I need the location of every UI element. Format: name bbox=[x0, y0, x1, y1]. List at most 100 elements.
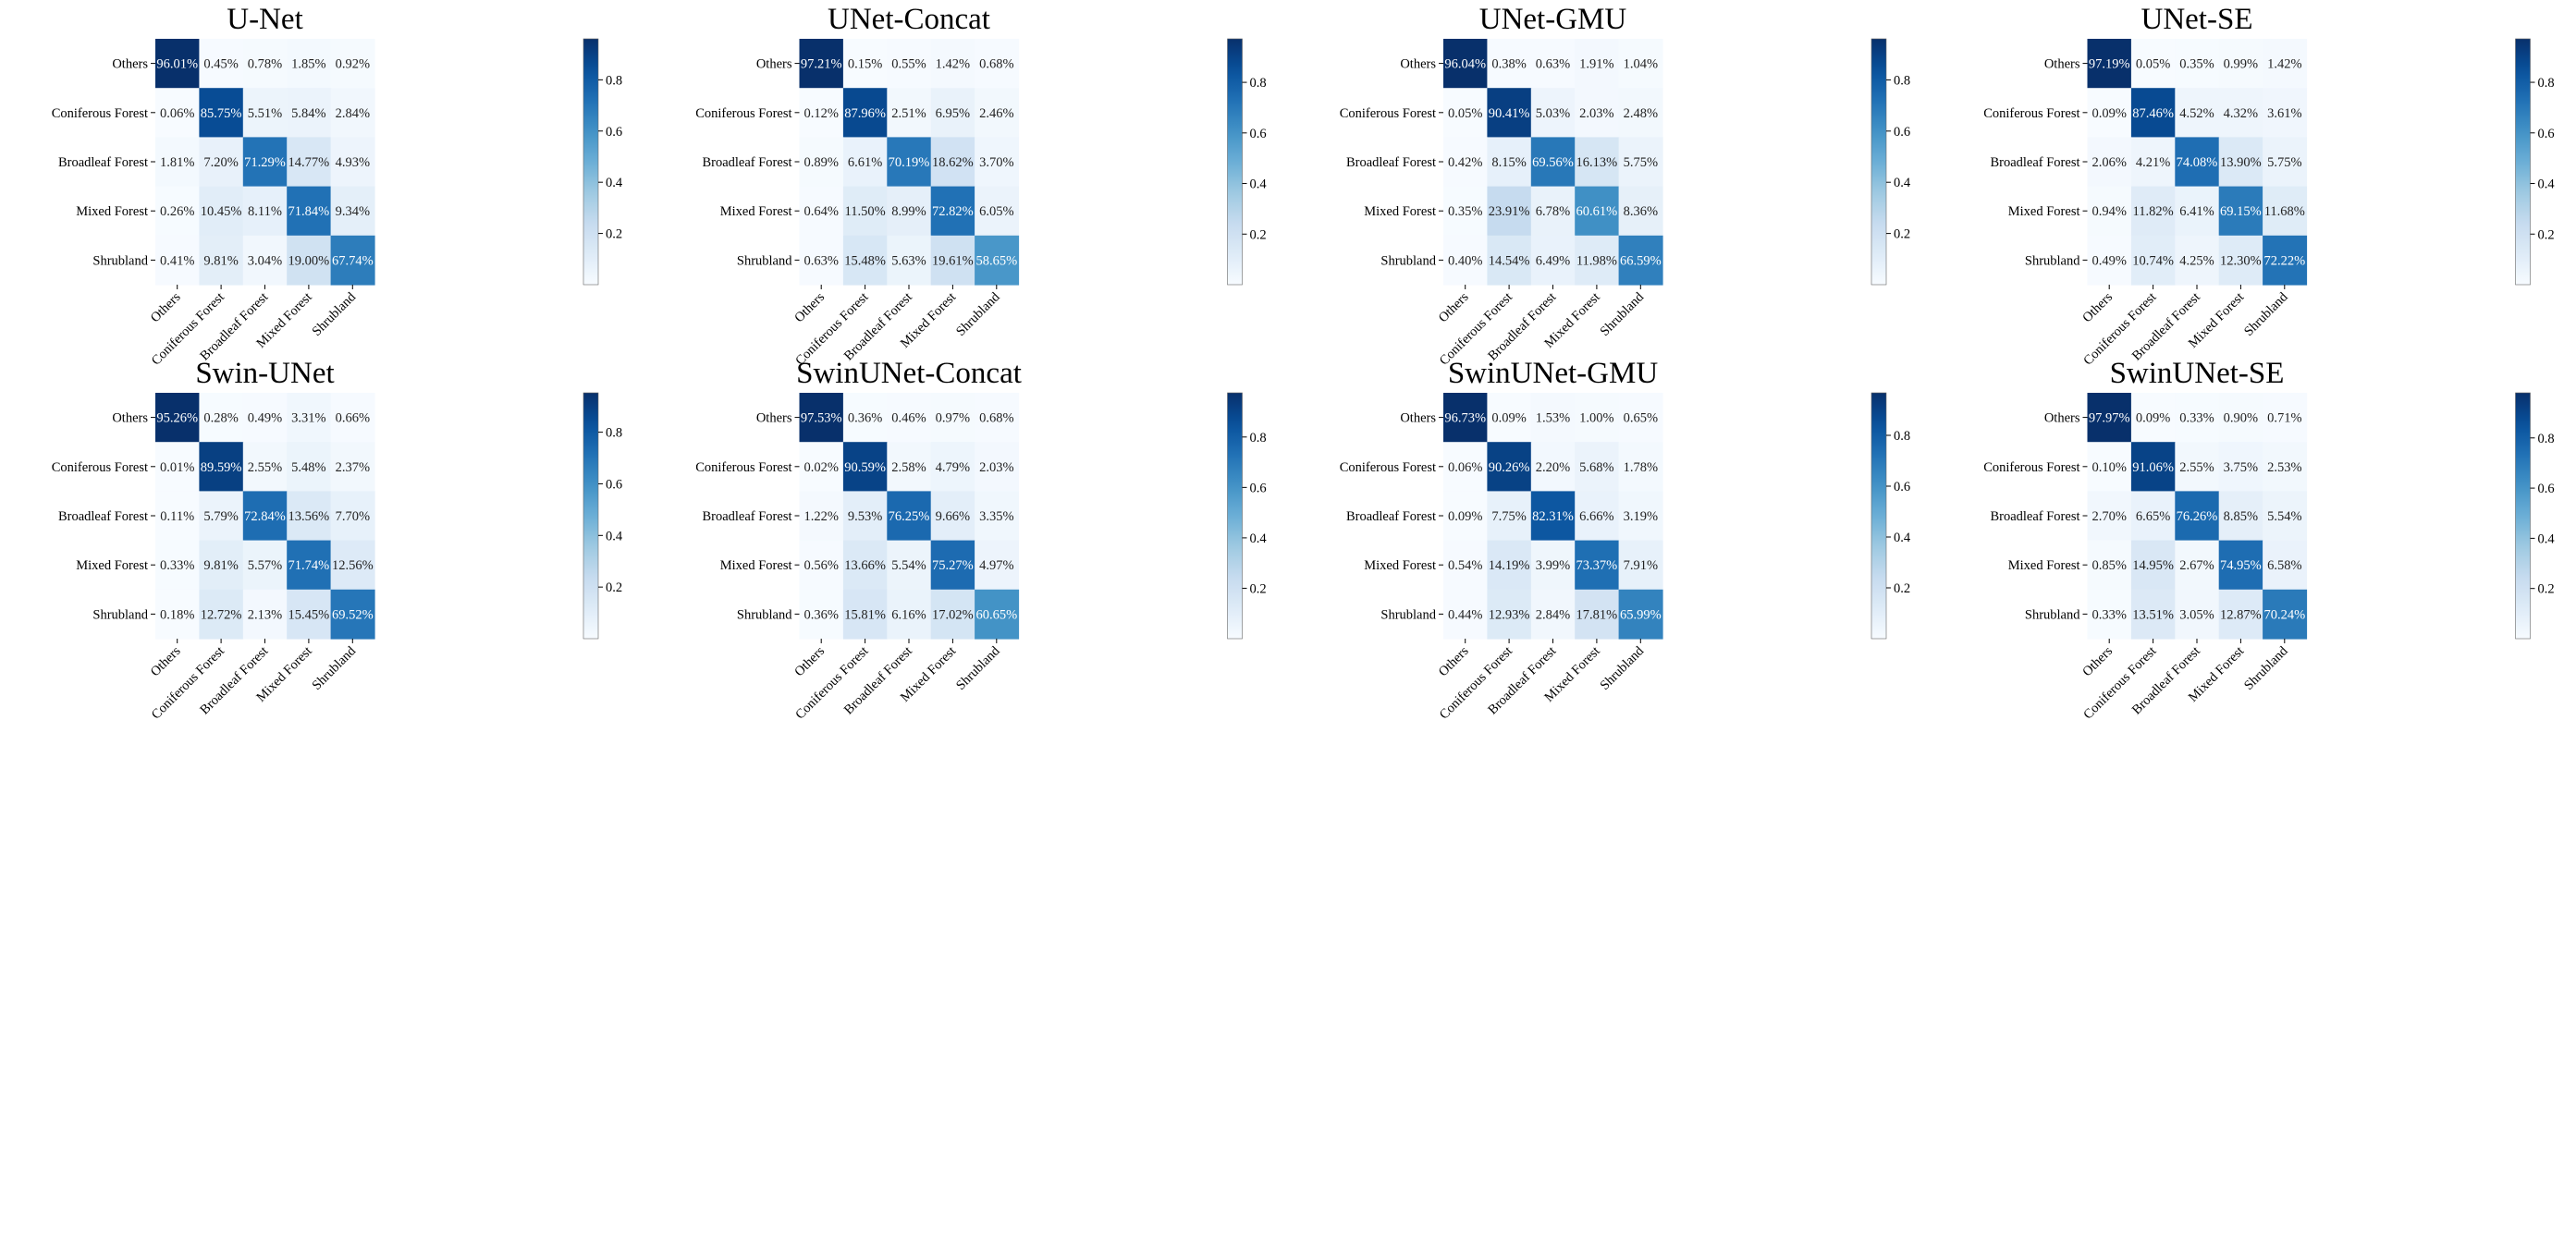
cell-value-label: 60.61% bbox=[1576, 204, 1618, 219]
heatmap-cell bbox=[2175, 589, 2220, 640]
cell-value-label: 15.48% bbox=[844, 253, 886, 268]
cell-value-label: 0.33% bbox=[160, 558, 194, 573]
cell-value-label: 13.51% bbox=[2132, 607, 2174, 622]
heatmap-cell bbox=[2130, 540, 2176, 591]
heatmap-cell bbox=[842, 491, 888, 542]
cell-value-label: 12.93% bbox=[1489, 607, 1530, 622]
colorbar-tick-label: 0.8 bbox=[2538, 76, 2555, 91]
cell-value-label: 72.82% bbox=[932, 204, 974, 219]
column-label: Shrubland bbox=[310, 289, 360, 339]
heatmap-cell bbox=[1575, 235, 1620, 286]
cell-value-label: 0.99% bbox=[2224, 57, 2258, 72]
cell-value-label: 8.99% bbox=[891, 204, 926, 219]
cell-value-label: 12.56% bbox=[332, 558, 374, 573]
heatmap-cell bbox=[887, 491, 932, 542]
heatmap-cell bbox=[1530, 589, 1576, 640]
heatmap-cell bbox=[887, 39, 932, 89]
cell-value-label: 11.82% bbox=[2133, 204, 2174, 219]
cell-value-label: 5.63% bbox=[891, 253, 926, 268]
cell-value-label: 16.13% bbox=[1576, 155, 1618, 170]
cell-value-label: 14.95% bbox=[2132, 558, 2174, 573]
cell-value-label: 6.05% bbox=[979, 204, 1013, 219]
heatmap-cell bbox=[1487, 88, 1532, 138]
heatmap-cell bbox=[975, 88, 1020, 138]
heatmap-cell bbox=[1487, 442, 1532, 492]
cell-value-label: 60.65% bbox=[975, 607, 1017, 622]
cell-value-label: 8.85% bbox=[2224, 509, 2258, 524]
heatmap-cell bbox=[242, 491, 288, 542]
cell-value-label: 6.78% bbox=[1536, 204, 1570, 219]
heatmap-cell bbox=[1487, 39, 1532, 89]
cell-value-label: 4.79% bbox=[936, 460, 970, 475]
heatmap-cell bbox=[155, 491, 200, 542]
heatmap-cell bbox=[1530, 540, 1576, 591]
cell-value-label: 69.52% bbox=[332, 607, 374, 622]
cell-value-label: 0.44% bbox=[1448, 607, 1482, 622]
heatmap-cell bbox=[975, 393, 1020, 443]
row-label: Shrubland bbox=[737, 253, 792, 268]
heatmap-cell bbox=[799, 393, 844, 443]
cell-value-label: 0.11% bbox=[160, 509, 194, 524]
heatmap-title: UNet-GMU bbox=[1479, 3, 1627, 36]
cell-value-label: 0.12% bbox=[803, 106, 838, 121]
heatmap-cell bbox=[287, 442, 332, 492]
heatmap-cell bbox=[2263, 137, 2308, 188]
heatmap-cell bbox=[2087, 39, 2132, 89]
cell-value-label: 12.87% bbox=[2220, 607, 2262, 622]
heatmap-cell bbox=[1618, 39, 1663, 89]
heatmap-cell bbox=[155, 39, 200, 89]
heatmap-cell bbox=[330, 589, 375, 640]
heatmap-cell bbox=[155, 235, 200, 286]
heatmap-cell bbox=[1530, 39, 1576, 89]
cell-value-label: 6.95% bbox=[936, 106, 970, 121]
cell-value-label: 90.59% bbox=[844, 460, 886, 475]
column-label: Others bbox=[148, 643, 184, 679]
heatmap-cell bbox=[1487, 491, 1532, 542]
heatmap-cell bbox=[799, 491, 844, 542]
heatmap-cell bbox=[330, 491, 375, 542]
cell-value-label: 4.52% bbox=[2179, 106, 2214, 121]
heatmap-cell bbox=[287, 137, 332, 188]
heatmap-cell bbox=[842, 393, 888, 443]
heatmap-cell bbox=[155, 589, 200, 640]
row-label: Shrubland bbox=[2025, 253, 2080, 268]
cell-value-label: 0.33% bbox=[2091, 607, 2126, 622]
heatmap-cell bbox=[2087, 393, 2132, 443]
cell-value-label: 69.15% bbox=[2220, 204, 2262, 219]
cell-value-label: 2.37% bbox=[336, 460, 370, 475]
heatmap-cell bbox=[1618, 235, 1663, 286]
heatmap-cell bbox=[842, 88, 888, 138]
heatmap-cell bbox=[1443, 235, 1488, 286]
heatmap-cell bbox=[2263, 491, 2308, 542]
heatmap-cell bbox=[842, 235, 888, 286]
heatmap-cell bbox=[1443, 186, 1488, 237]
heatmap-cell bbox=[1575, 540, 1620, 591]
cell-value-label: 11.68% bbox=[2264, 204, 2305, 219]
heatmap-cell bbox=[930, 540, 975, 591]
heatmap-title: Swin-UNet bbox=[195, 357, 334, 390]
row-label: Broadleaf Forest bbox=[1990, 155, 2079, 170]
heatmap-cell bbox=[2218, 186, 2263, 237]
cell-value-label: 71.29% bbox=[244, 155, 286, 170]
heatmap-cell bbox=[799, 186, 844, 237]
cell-value-label: 58.65% bbox=[975, 253, 1017, 268]
row-label: Shrubland bbox=[92, 253, 148, 268]
heatmap-cell bbox=[975, 137, 1020, 188]
cell-value-label: 0.68% bbox=[979, 411, 1013, 426]
cell-value-label: 2.03% bbox=[979, 460, 1013, 475]
heatmap-cell bbox=[2175, 39, 2220, 89]
heatmap-cell bbox=[2130, 393, 2176, 443]
heatmap-cell bbox=[842, 442, 888, 492]
colorbar-tick-label: 0.8 bbox=[606, 426, 622, 441]
cell-value-label: 1.53% bbox=[1536, 411, 1570, 426]
cell-value-label: 0.01% bbox=[160, 460, 194, 475]
cell-value-label: 5.68% bbox=[1579, 460, 1613, 475]
cell-value-label: 2.55% bbox=[2179, 460, 2214, 475]
cell-value-label: 10.45% bbox=[201, 204, 242, 219]
heatmap-cell bbox=[2130, 137, 2176, 188]
heatmap-panel: SwinUNet-Concat 97.53% 0.36% 0.46% 0.97% 0.68… bbox=[695, 357, 1267, 723]
cell-value-label: 1.91% bbox=[1579, 57, 1613, 72]
cell-value-label: 69.56% bbox=[1532, 155, 1574, 170]
cell-value-label: 17.02% bbox=[932, 607, 974, 622]
